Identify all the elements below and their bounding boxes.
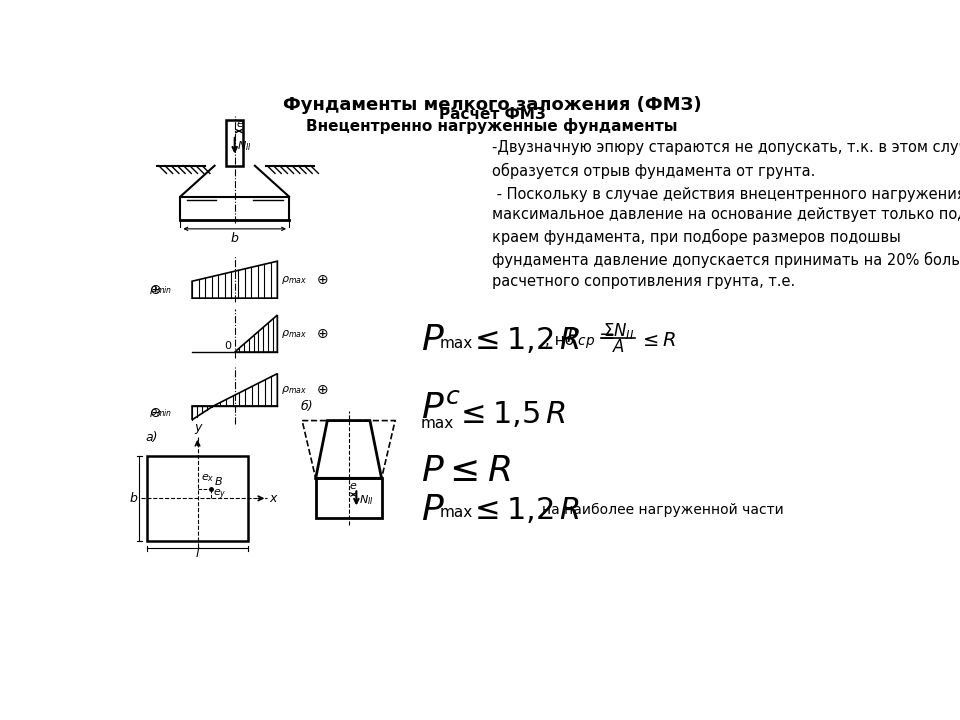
Text: $\leq 1{,}2\,R$: $\leq 1{,}2\,R$: [468, 325, 580, 356]
Text: $e_y$: $e_y$: [213, 488, 227, 503]
Text: e: e: [349, 482, 357, 492]
Text: б): б): [300, 400, 313, 413]
Text: $P^c$: $P^c$: [420, 391, 461, 426]
Bar: [147, 456, 248, 541]
Text: а): а): [146, 431, 158, 444]
Text: $\ominus$: $\ominus$: [149, 406, 161, 420]
Text: 0: 0: [224, 341, 230, 351]
Text: $\oplus$: $\oplus$: [149, 283, 161, 297]
Text: $\leq 1{,}2\,R$: $\leq 1{,}2\,R$: [468, 495, 580, 525]
Text: $P$: $P$: [420, 323, 444, 358]
Text: y: y: [194, 421, 202, 434]
Text: max: max: [440, 336, 473, 351]
Text: Расчет ФМЗ: Расчет ФМЗ: [439, 107, 545, 122]
Text: -Двузначную эпюру стараются не допускать, т.к. в этом случае
образуется отрыв фу: -Двузначную эпюру стараются не допускать…: [492, 140, 960, 179]
Text: b: b: [130, 492, 137, 505]
Text: - Поскольку в случае действия внецентренного нагружения
максимальное давление на: - Поскольку в случае действия внецентрен…: [492, 186, 960, 289]
Text: $\rho_{max}$: $\rho_{max}$: [281, 328, 307, 340]
Text: $\leq R$: $\leq R$: [639, 331, 677, 350]
Text: Фундаменты мелкого заложения (ФМЗ): Фундаменты мелкого заложения (ФМЗ): [282, 96, 702, 114]
Text: $\oplus$: $\oplus$: [316, 273, 328, 287]
Text: $\rho_{max}$: $\rho_{max}$: [281, 274, 307, 286]
Text: $\oplus$: $\oplus$: [316, 327, 328, 341]
Bar: [316, 478, 381, 518]
Text: $P \leq R$: $P \leq R$: [420, 454, 511, 488]
Text: $\Sigma N_{II}$: $\Sigma N_{II}$: [603, 321, 634, 341]
Text: $\rho_{min}$: $\rho_{min}$: [150, 407, 173, 419]
Text: l: l: [196, 546, 200, 559]
Text: max: max: [440, 505, 473, 521]
Text: x: x: [270, 492, 276, 505]
Text: max: max: [420, 416, 454, 431]
Text: b: b: [230, 232, 239, 245]
Text: $\leq 1{,}5\,R$: $\leq 1{,}5\,R$: [455, 400, 566, 429]
Text: $\rho_{max}$: $\rho_{max}$: [281, 384, 307, 396]
Bar: [227, 120, 243, 166]
Text: $\rho_{min}$: $\rho_{min}$: [150, 284, 173, 296]
Text: $N_{II}$: $N_{II}$: [359, 493, 373, 507]
Text: $B$: $B$: [214, 474, 223, 487]
Text: $e_x$: $e_x$: [201, 473, 214, 485]
Text: $P$: $P$: [420, 493, 444, 527]
Text: $\oplus$: $\oplus$: [316, 383, 328, 397]
Text: , но: , но: [544, 333, 574, 348]
Text: Внецентренно нагруженные фундаменты: Внецентренно нагруженные фундаменты: [306, 118, 678, 134]
Text: $N_{II}$: $N_{II}$: [237, 139, 252, 153]
Text: $A$: $A$: [612, 338, 625, 356]
Text: на наиболее нагруженной части: на наиболее нагруженной части: [542, 503, 784, 517]
Text: $P_{cp}=$: $P_{cp}=$: [565, 327, 614, 351]
Text: e: e: [236, 119, 243, 129]
